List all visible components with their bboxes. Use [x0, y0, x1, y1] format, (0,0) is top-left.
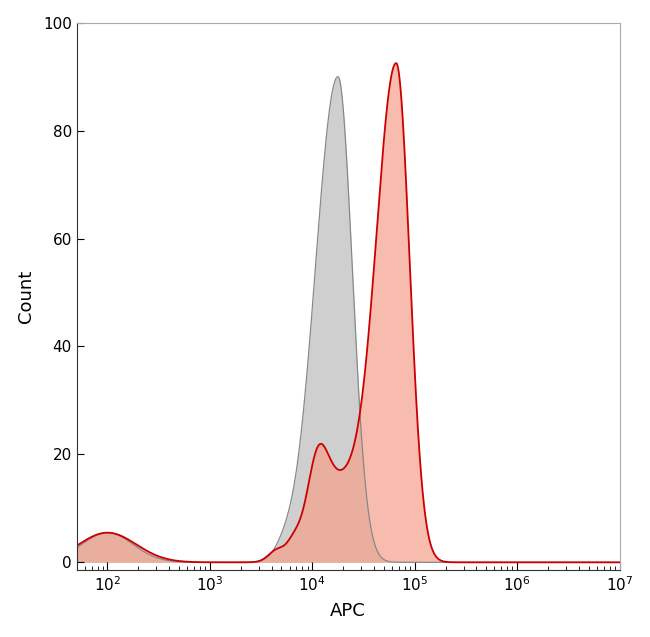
X-axis label: APC: APC: [330, 603, 366, 620]
Y-axis label: Count: Count: [17, 270, 34, 323]
